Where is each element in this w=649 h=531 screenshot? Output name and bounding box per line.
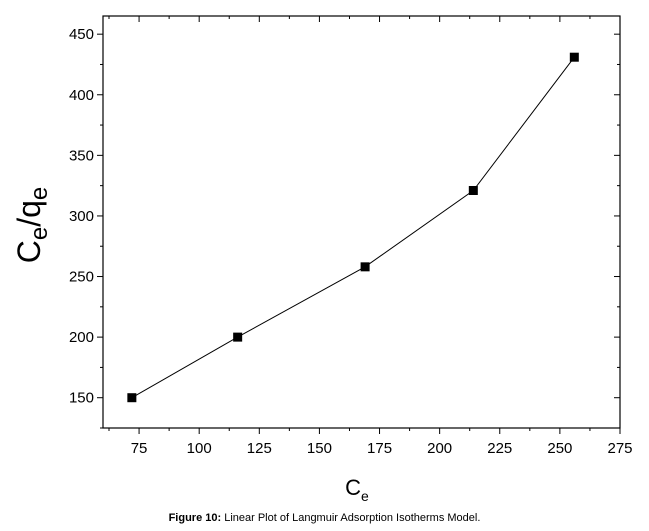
- series-line: [131, 56, 575, 399]
- x-tick-label: 150: [307, 440, 332, 457]
- x-tick-label: 200: [427, 440, 452, 457]
- x-axis-title-main: C: [345, 475, 361, 500]
- data-point-marker: [569, 52, 579, 62]
- data-point-marker: [360, 262, 370, 272]
- y-axis-title: Ce/qe: [11, 187, 53, 264]
- y-tick-label: 250: [69, 269, 94, 286]
- data-point-marker: [127, 393, 137, 403]
- x-tick-label: 275: [607, 440, 632, 457]
- figure-caption-label: Figure 10:: [168, 512, 222, 524]
- x-tick-label: 175: [367, 440, 392, 457]
- x-tick-label: 75: [131, 440, 148, 457]
- data-series: [127, 52, 579, 403]
- x-tick-label: 125: [247, 440, 272, 457]
- x-axis-ticks: 75 100 125 150 175 200 225 250 275: [108, 16, 633, 457]
- data-point-marker: [233, 332, 243, 342]
- y-axis-title-sub2: e: [26, 187, 53, 200]
- x-axis-title: Ce: [345, 475, 369, 504]
- plot-frame: [102, 15, 621, 429]
- figure-caption: Figure 10: Linear Plot of Langmuir Adsor…: [0, 512, 649, 524]
- y-tick-label: 450: [69, 26, 94, 43]
- plot-border: [102, 15, 621, 429]
- y-axis-title-rest: /q: [11, 200, 47, 227]
- y-tick-label: 200: [69, 329, 94, 346]
- x-tick-label: 100: [187, 440, 212, 457]
- y-tick-label: 150: [69, 390, 94, 407]
- langmuir-line-chart: 75 100 125 150 175 200 225 250 275 150 200 250 300 3…: [11, 15, 633, 504]
- y-axis-ticks: 150 200 250 300 350 400 450: [69, 26, 620, 429]
- x-tick-label: 225: [487, 440, 512, 457]
- y-axis-title-sub: e: [26, 227, 53, 240]
- y-axis-title-main: C: [11, 240, 47, 263]
- x-axis-title-sub: e: [361, 488, 369, 504]
- x-tick-label: 250: [547, 440, 572, 457]
- figure-caption-text: Linear Plot of Langmuir Adsorption Isoth…: [221, 512, 481, 524]
- y-tick-label: 350: [69, 147, 94, 164]
- y-tick-label: 400: [69, 87, 94, 104]
- y-tick-label: 300: [69, 208, 94, 225]
- data-point-marker: [468, 185, 478, 195]
